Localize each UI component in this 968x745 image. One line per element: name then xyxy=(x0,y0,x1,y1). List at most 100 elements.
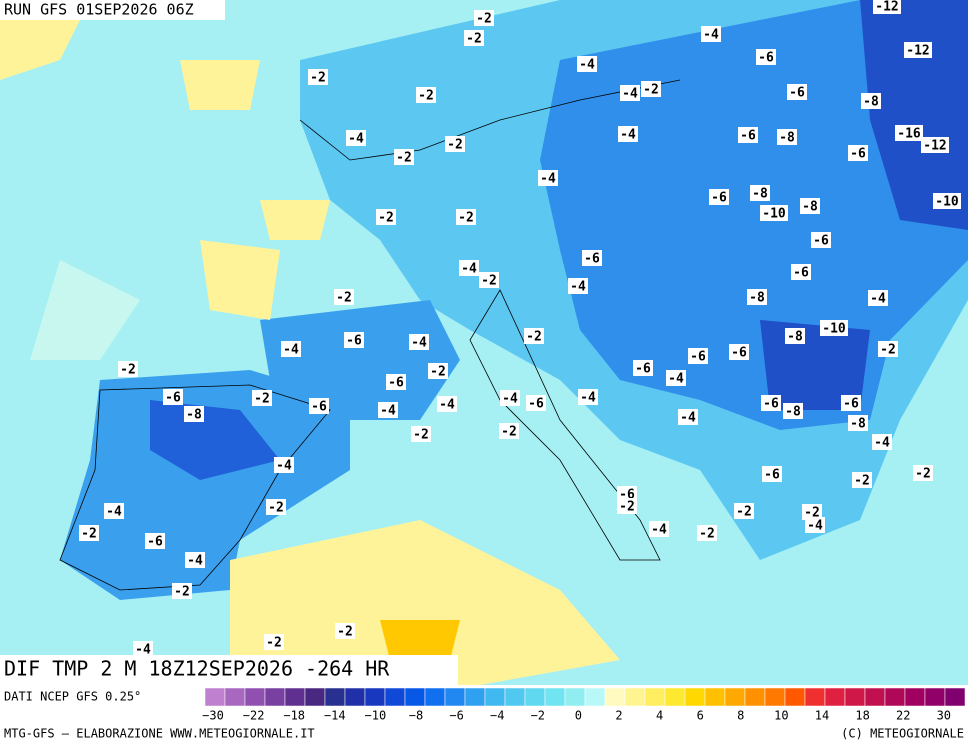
contour-label-box xyxy=(791,264,811,280)
colorbar-swatch xyxy=(364,687,386,707)
colorbar-label: 22 xyxy=(896,709,910,723)
colorbar-swatch xyxy=(604,687,626,707)
contour-label-box xyxy=(633,360,653,376)
contour-label: -6 xyxy=(690,350,706,365)
contour-label: -2 xyxy=(337,625,353,640)
contour-label: -6 xyxy=(813,234,829,249)
colorbar-swatch xyxy=(264,687,286,707)
contour-label-box xyxy=(861,93,881,109)
contour-label: -4 xyxy=(283,343,299,358)
contour-label-box xyxy=(820,320,848,336)
contour-label-box xyxy=(79,525,99,541)
contour-label: -2 xyxy=(466,32,482,47)
contour-label-box xyxy=(334,289,354,305)
colorbar-swatch xyxy=(804,687,826,707)
contour-label-box xyxy=(411,426,431,442)
contour-label: -16 xyxy=(897,127,921,142)
colorbar-swatch xyxy=(664,687,686,707)
contour-label: -4 xyxy=(620,128,636,143)
contour-label-box xyxy=(688,348,708,364)
contour-label-box xyxy=(499,423,519,439)
colorbar-swatch xyxy=(224,687,246,707)
contour-label-box xyxy=(266,499,286,515)
contour-label: -10 xyxy=(762,207,786,222)
contour-label: -8 xyxy=(186,408,202,423)
contour-label: -2 xyxy=(174,585,190,600)
source-label: DATI NCEP GFS 0.25° xyxy=(4,690,141,704)
contour-label-box xyxy=(163,389,183,405)
contour-label-box xyxy=(185,552,205,568)
colorbar-swatch xyxy=(584,687,606,707)
contour-label-box xyxy=(428,363,448,379)
warm-patch xyxy=(230,520,620,685)
colorbar-label: −30 xyxy=(202,709,224,723)
contour-label: -2 xyxy=(880,343,896,358)
colorbar-label: −2 xyxy=(531,709,545,723)
contour-label-box xyxy=(783,403,803,419)
colorbar-swatch xyxy=(784,687,806,707)
contour-label: -2 xyxy=(699,527,715,542)
contour-label: -2 xyxy=(413,428,429,443)
contour-label: -6 xyxy=(731,346,747,361)
warm-patch xyxy=(180,60,260,110)
colorbar-label: −4 xyxy=(490,709,504,723)
contour-label: -6 xyxy=(763,397,779,412)
contour-label: -4 xyxy=(703,28,719,43)
copyright-label: (C) METEOGIORNALE xyxy=(841,727,964,741)
contour-label-box xyxy=(133,641,153,657)
contour-label-box xyxy=(172,583,192,599)
contour-label-box xyxy=(697,525,717,541)
contour-label: -2 xyxy=(81,527,97,542)
colorbar-swatch xyxy=(764,687,786,707)
contour-label: -6 xyxy=(850,147,866,162)
colorbar-swatch xyxy=(404,687,426,707)
contour-label: -6 xyxy=(843,397,859,412)
contour-label-box xyxy=(750,185,770,201)
contour-label: -4 xyxy=(439,398,455,413)
contour-label-box xyxy=(184,406,204,422)
contour-label: -6 xyxy=(793,266,809,281)
contour-label-box xyxy=(641,81,661,97)
colorbar-swatch xyxy=(544,687,566,707)
contour-label-box xyxy=(538,170,558,186)
colorbar-swatch xyxy=(284,687,306,707)
contour-label-box xyxy=(344,332,364,348)
contour-label: -4 xyxy=(651,523,667,538)
contour-label-box xyxy=(578,389,598,405)
contour-label-box xyxy=(852,472,872,488)
contour-label: -2 xyxy=(254,392,270,407)
contour-label: -2 xyxy=(458,211,474,226)
contour-label: -10 xyxy=(822,322,846,337)
colorbar-swatch xyxy=(204,687,226,707)
contour-label-box xyxy=(308,69,328,85)
colorbar-label: 2 xyxy=(615,709,622,723)
colorbar-swatch xyxy=(644,687,666,707)
colorbar-label: −6 xyxy=(449,709,463,723)
contour-label: -4 xyxy=(807,519,823,534)
contour-label-box xyxy=(913,465,933,481)
contour-label-box xyxy=(474,10,494,26)
contour-label-box xyxy=(678,409,698,425)
contour-label-box xyxy=(437,396,457,412)
contour-label: -6 xyxy=(528,397,544,412)
contour-label-box xyxy=(378,402,398,418)
colorbar-label: 30 xyxy=(937,709,951,723)
contour-label: -2 xyxy=(643,83,659,98)
contour-label-box xyxy=(760,205,788,221)
contour-label-box xyxy=(921,137,949,153)
colorbar-swatch xyxy=(724,687,746,707)
contour-label: -2 xyxy=(378,211,394,226)
colorbar-swatch xyxy=(864,687,886,707)
field-box xyxy=(0,655,458,685)
contour-label: -4 xyxy=(135,643,151,658)
contour-label: -4 xyxy=(622,87,638,102)
contour-label: -8 xyxy=(787,330,803,345)
contour-label-box xyxy=(376,209,396,225)
contour-label: -4 xyxy=(348,132,364,147)
colorbar-label: 14 xyxy=(815,709,829,723)
contour-label: -2 xyxy=(526,330,542,345)
contour-label-box xyxy=(873,0,901,14)
contour-label: -2 xyxy=(501,425,517,440)
